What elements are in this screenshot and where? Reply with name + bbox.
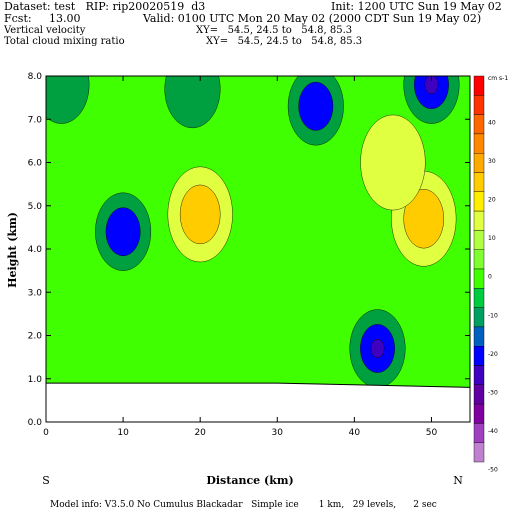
colorbar-swatch [473, 365, 485, 385]
model-info: Model info: V3.5.0 No Cumulus Blackadar … [50, 500, 437, 510]
y-tick-label: 8.0 [28, 72, 43, 82]
contour-band [46, 76, 90, 124]
contour-band [179, 184, 221, 245]
contour-band [105, 207, 141, 257]
y-tick-label: 5.0 [28, 202, 43, 212]
colorbar-swatch [473, 384, 485, 405]
x-axis: 0 10 20 30 40 50 [43, 76, 437, 438]
field2-xy: XY= 54.5, 24.5 to 54.8, 85.3 [206, 36, 363, 47]
colorbar-swatch [473, 307, 485, 328]
dataset-line: Dataset: test RIP: rip20020519 d3 [4, 0, 206, 13]
field1-name: Vertical velocity [4, 25, 86, 36]
contour-field [46, 76, 470, 422]
y-axis: 0.0 1.0 2.0 3.0 4.0 5.0 6.0 7.0 8.0 [28, 72, 470, 428]
colorbar-tick-label: 20 [488, 196, 496, 203]
colorbar-swatch [473, 95, 485, 115]
y-tick-label: 7.0 [28, 115, 43, 125]
contour-feature [167, 166, 233, 263]
colorbar-swatch [473, 152, 485, 173]
x-tick-label: 50 [426, 428, 438, 438]
y-tick-label: 4.0 [28, 245, 43, 255]
contour-feature [360, 114, 426, 211]
x-axis-label: Distance (km) [206, 474, 293, 487]
colorbar-swatch [473, 114, 485, 135]
colorbar-swatch [473, 346, 485, 366]
colorbar-swatch [473, 423, 485, 443]
y-tick-label: 3.0 [28, 288, 43, 298]
colorbar-swatch [473, 249, 485, 270]
x-axis-right-end-label: N [453, 474, 463, 487]
colorbar-swatch [473, 288, 485, 308]
field1-xy: XY= 54.5, 24.5 to 54.8, 85.3 [196, 25, 353, 36]
colorbar-swatch [473, 133, 485, 154]
y-axis-label: Height (km) [6, 212, 19, 288]
x-axis-left-end-label: S [42, 474, 50, 487]
contour-band [360, 114, 426, 211]
colorbar-tick-label: -10 [488, 312, 498, 319]
contour-band [164, 76, 221, 129]
colorbar-swatch [473, 191, 485, 212]
contour-band [298, 81, 334, 131]
contour-feature [287, 76, 344, 146]
contour-band [424, 76, 439, 95]
y-tick-label: 1.0 [28, 375, 43, 385]
colorbar-units: cm s-1 [488, 75, 508, 82]
colorbar-tick-label: 0 [488, 274, 492, 281]
valid-line: Valid: 0100 UTC Mon 20 May 02 (2000 CDT … [143, 12, 482, 25]
fcst-line: Fcst: 13.00 [4, 12, 81, 25]
contour-band [403, 189, 445, 249]
x-tick-label: 40 [349, 428, 361, 438]
x-tick-label: 10 [117, 428, 129, 438]
contour-feature [95, 192, 152, 271]
contour-feature [349, 309, 406, 388]
contour-feature [164, 76, 221, 129]
colorbar-tick-label: -30 [488, 389, 498, 396]
y-tick-label: 0.0 [28, 418, 43, 428]
init-line: Init: 1200 UTC Sun 19 May 02 [331, 0, 502, 13]
colorbar-swatch [473, 230, 485, 250]
colorbar-swatch [473, 268, 485, 289]
colorbar-swatch [473, 172, 485, 192]
contour-feature [403, 76, 460, 124]
colorbar-swatch [473, 75, 485, 96]
colorbar-swatch [473, 442, 485, 463]
field2-name: Total cloud mixing ratio [4, 36, 125, 47]
colorbar-tick-label: -20 [488, 351, 498, 358]
colorbar-tick-label: 40 [488, 119, 496, 126]
cross-section-plot: 0.01.02.03.04.05.06.07.08.0 0 10 20 30 40 50 … [6, 72, 508, 487]
colorbar-swatch [473, 403, 485, 424]
x-tick-label: 0 [43, 428, 49, 438]
colorbar-tick-label: -50 [488, 467, 498, 474]
x-tick-label: 20 [194, 428, 206, 438]
colorbar-swatch [473, 210, 485, 231]
y-tick-label: 2.0 [28, 332, 43, 342]
x-tick-label: 30 [272, 428, 284, 438]
colorbar-tick-label: -40 [488, 428, 498, 435]
colorbar-swatch [473, 326, 485, 347]
contour-feature [46, 76, 90, 124]
contour-band [370, 338, 385, 359]
y-tick-label: 6.0 [28, 159, 43, 169]
colorbar-tick-label: 30 [488, 158, 496, 165]
colorbar-tick-label: 10 [488, 235, 496, 242]
colorbar: 40 30 20 10 0 -10 -20 -30 -40 -50 [473, 75, 498, 474]
terrain-mask [45, 382, 471, 423]
